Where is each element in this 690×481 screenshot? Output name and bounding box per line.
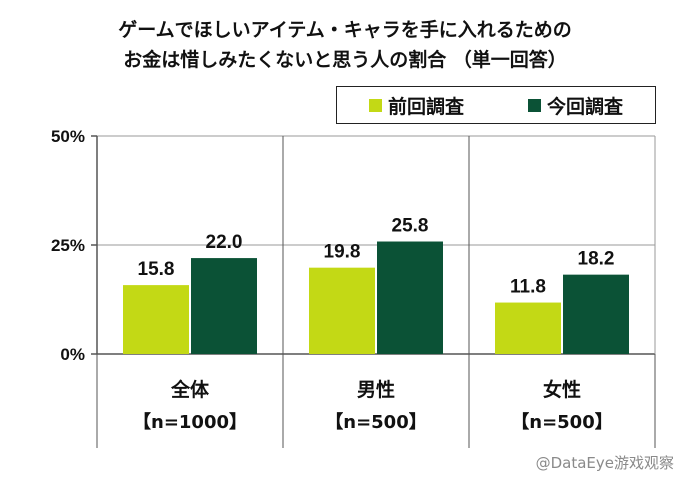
watermark: @DataEye游戏观察: [535, 454, 674, 472]
x-category-label: 全体: [170, 378, 210, 401]
bar-previous: [123, 285, 189, 354]
data-label: 25.8: [392, 216, 429, 237]
legend-item-previous: 前回調査: [368, 92, 464, 119]
bar-previous: [309, 267, 375, 354]
legend-swatch-previous: [368, 98, 382, 112]
legend-label-previous: 前回調査: [387, 95, 464, 118]
chart-title-line-1: ゲームでほしいアイテム・キャラを手に入れるための: [118, 19, 572, 41]
bar-current: [191, 258, 257, 354]
legend: 前回調査 今回調査: [336, 86, 656, 124]
chart-title-line-2: お金は惜しみたくないと思う人の割合 （単一回答）: [123, 49, 567, 71]
y-tick-label: 25%: [51, 236, 85, 255]
bar-current: [377, 241, 443, 354]
x-category-sample-size: 【n=500】: [325, 412, 426, 433]
bar-current: [563, 274, 629, 354]
x-category-sample-size: 【n=1000】: [133, 412, 247, 433]
data-label: 19.8: [324, 242, 361, 263]
legend-item-current: 今回調査: [527, 92, 623, 119]
bar-previous: [495, 302, 561, 354]
x-category-label: 女性: [543, 378, 581, 401]
data-label: 11.8: [510, 277, 546, 298]
y-tick-label: 0%: [60, 345, 85, 364]
data-label: 18.2: [578, 249, 615, 270]
legend-label-current: 今回調査: [546, 95, 623, 118]
data-label: 15.8: [138, 259, 175, 280]
legend-swatch-current: [527, 98, 541, 112]
y-tick-label: 50%: [51, 127, 85, 146]
data-label: 22.0: [206, 232, 243, 253]
x-category-sample-size: 【n=500】: [511, 412, 612, 433]
x-category-label: 男性: [357, 378, 395, 401]
